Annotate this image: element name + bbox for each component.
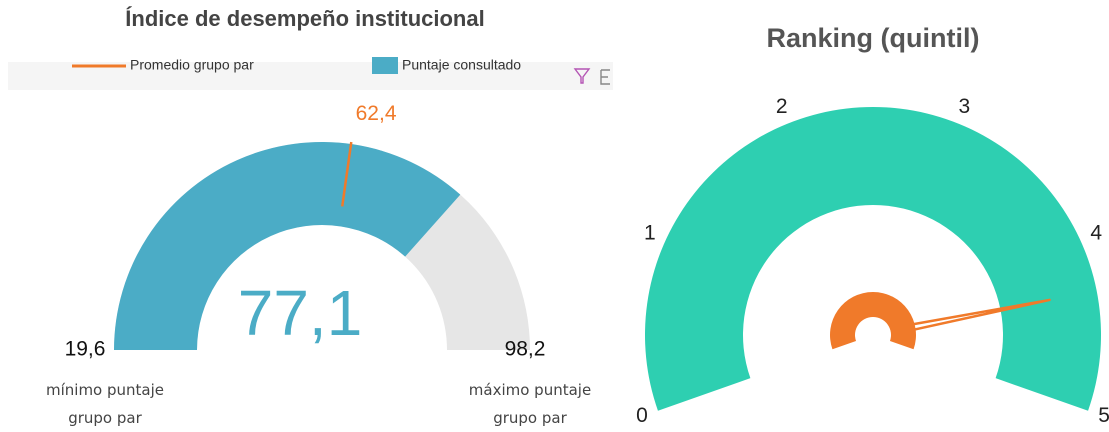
tick-label: 4 [1090,221,1102,244]
value-label: 77,1 [238,277,363,349]
filter-icon[interactable] [573,68,591,84]
legend-label: Puntaje consultado [402,57,521,73]
needle [910,298,1051,332]
gauge-value [114,141,461,350]
tick-label: 5 [1098,404,1109,427]
tick-label: 19,6 [65,338,106,361]
tick-label: 3 [958,95,970,118]
chart-title: Índice de desempeño institucional [125,6,484,31]
target-line [340,141,353,207]
legend-label: Promedio grupo par [130,57,254,73]
gauge-hub [830,292,916,350]
gauge-band [645,106,1101,411]
chart-title: Ranking (quintil) [767,23,980,53]
tick-label: 0 [636,404,648,427]
tick-label: 1 [644,221,656,244]
tick-label: 2 [776,95,788,118]
target-label: 62,4 [356,102,397,125]
annotation: mínimo puntaje grupo par [45,381,164,427]
focus-icon[interactable] [600,69,610,85]
tick-label: 98,2 [505,338,546,361]
legend-swatch [372,57,398,74]
annotation: máximo puntaje grupo par [468,381,592,427]
